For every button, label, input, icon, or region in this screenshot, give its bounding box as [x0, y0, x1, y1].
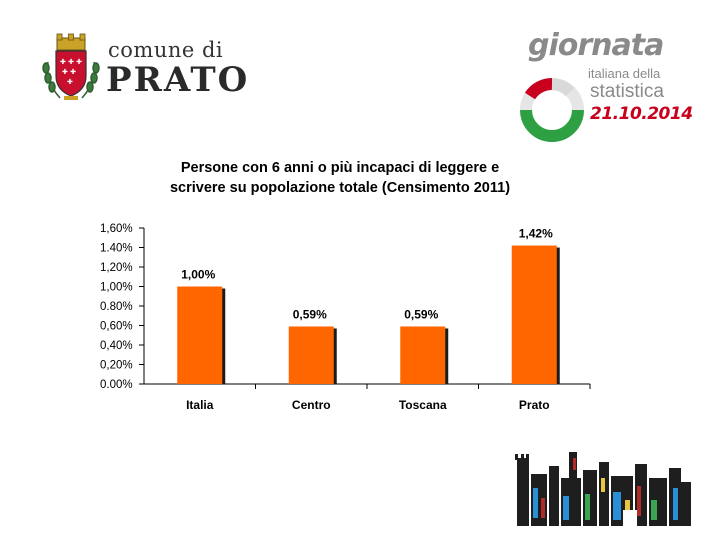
y-tick-label: 0,60%	[100, 321, 133, 333]
y-tick-label: 0.00%	[100, 379, 133, 391]
municipality-label: comune di	[108, 38, 224, 62]
event-subtitle-1: italiana della	[588, 66, 661, 81]
y-tick-label: 1,60%	[100, 223, 133, 235]
bar-italia	[177, 286, 223, 384]
y-tick-label: 0,40%	[100, 340, 133, 352]
data-label: 0,59%	[293, 307, 327, 321]
svg-text:✚ ✚ ✚: ✚ ✚ ✚	[60, 58, 82, 66]
city-skyline-icon	[513, 448, 691, 526]
bar-centro	[288, 326, 334, 384]
event-date: 21.10.2014	[590, 104, 693, 124]
comune-di-prato-logo: ✚ ✚ ✚ ✚ ✚ ✚ comune di PRATO	[40, 32, 270, 104]
chart-title: Persone con 6 anni o più incapaci di leg…	[120, 158, 560, 198]
y-tick-label: 1,20%	[100, 262, 133, 274]
category-label: Italia	[186, 398, 214, 412]
y-tick-label: 0.80%	[100, 301, 133, 313]
y-tick-label: 0,20%	[100, 360, 133, 372]
data-label: 1,00%	[181, 268, 215, 282]
prato-crest-icon: ✚ ✚ ✚ ✚ ✚ ✚	[42, 33, 100, 100]
data-label: 0,59%	[404, 307, 438, 321]
y-tick-label: 1.40%	[100, 243, 133, 255]
category-label: Centro	[292, 398, 331, 412]
giornata-statistica-logo: giornata italiana della statistica 21.10…	[508, 26, 693, 142]
category-label: Prato	[519, 398, 550, 412]
data-label: 1,42%	[519, 227, 553, 241]
category-label: Toscana	[399, 398, 447, 412]
event-subtitle-2: statistica	[590, 81, 664, 102]
y-tick-label: 1,00%	[100, 282, 133, 294]
svg-text:✚: ✚	[67, 78, 73, 86]
bar-prato	[511, 245, 557, 384]
chart-title-line-2: scrivere su popolazione totale (Censimen…	[169, 180, 511, 196]
statistics-ring-icon	[520, 77, 584, 142]
svg-text:✚ ✚: ✚ ✚	[62, 68, 76, 76]
bar-toscana	[400, 326, 446, 384]
event-word: giornata	[528, 28, 664, 63]
municipality-name: PRATO	[106, 60, 250, 100]
chart-title-line-1: Persone con 6 anni o più incapaci di leg…	[180, 160, 500, 176]
